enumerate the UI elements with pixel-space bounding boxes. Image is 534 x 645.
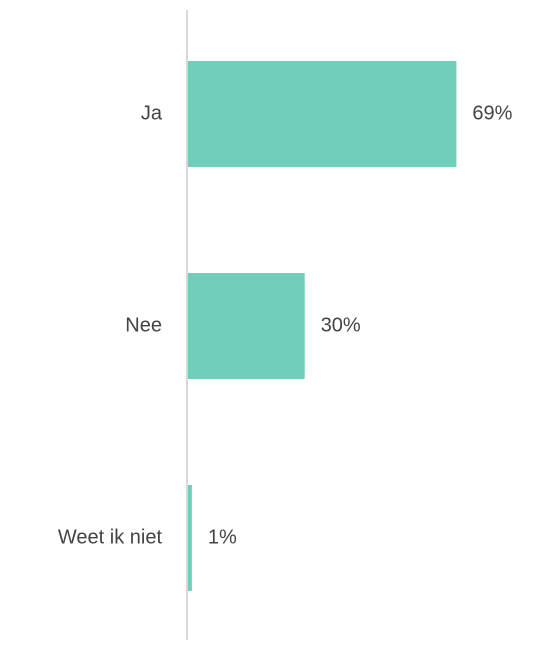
bar bbox=[188, 273, 305, 379]
value-label: 30% bbox=[321, 314, 361, 336]
value-label: 69% bbox=[472, 102, 512, 124]
value-label: 1% bbox=[208, 526, 237, 548]
category-label: Nee bbox=[125, 314, 162, 336]
bar bbox=[188, 61, 457, 167]
category-label: Weet ik niet bbox=[58, 526, 163, 548]
category-label: Ja bbox=[141, 102, 163, 124]
bar bbox=[188, 485, 192, 591]
